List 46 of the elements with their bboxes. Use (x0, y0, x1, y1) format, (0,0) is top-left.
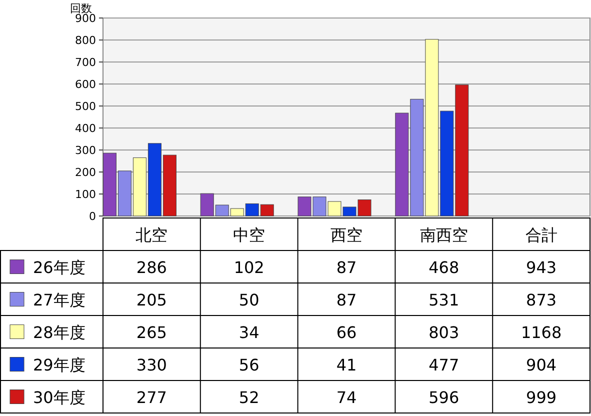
y-tick-label: 100 (75, 188, 96, 201)
y-tick-label: 700 (75, 56, 96, 69)
legend-label: 28年度 (33, 322, 86, 342)
y-tick-label: 300 (75, 144, 96, 157)
x-tick-label: 合計 (525, 225, 558, 244)
y-tick-label: 900 (75, 12, 96, 25)
data-label: 41 (336, 355, 357, 374)
text: 1168 (520, 322, 562, 342)
data-label: 102 (234, 258, 264, 277)
data-label: 205 (136, 290, 167, 310)
text: 943 (526, 258, 557, 277)
x-tick-label: 南西空 (420, 225, 468, 244)
y-tick-label: 200 (75, 166, 96, 179)
data-label: 477 (428, 355, 460, 374)
data-label: 50 (238, 290, 260, 310)
x-tick-label: 西空 (330, 225, 362, 244)
y-tick-label: 600 (75, 78, 96, 91)
text: 904 (526, 355, 557, 374)
y-tick-label: 400 (75, 122, 96, 135)
data-label: 803 (428, 322, 460, 342)
y-tick-label: 500 (75, 100, 96, 113)
data-label: 34 (238, 322, 260, 342)
legend-label: 30年度 (33, 388, 86, 407)
data-label: 52 (238, 388, 260, 407)
data-label: 330 (136, 355, 167, 374)
data-label: 66 (336, 322, 357, 342)
data-label: 286 (136, 258, 167, 277)
data-label: 265 (136, 322, 167, 342)
legend-label: 26年度 (33, 258, 86, 277)
legend-label: 29年度 (33, 355, 86, 374)
data-label: 87 (336, 258, 357, 277)
data-label: 56 (238, 355, 260, 374)
data-label: 87 (336, 290, 357, 310)
data-label: 277 (136, 388, 167, 407)
data-label: 531 (428, 290, 460, 310)
data-label: 74 (336, 388, 357, 407)
x-tick-label: 北空 (136, 225, 168, 244)
data-label: 596 (428, 388, 460, 407)
text: 873 (526, 290, 557, 310)
y-tick-label: 800 (75, 34, 96, 47)
x-tick-label: 中空 (233, 225, 266, 244)
data-label: 468 (428, 258, 460, 277)
text: 999 (526, 388, 557, 407)
y-tick-label: 0 (89, 210, 96, 223)
legend-label: 27年度 (33, 290, 86, 310)
y-axis-title: 回数 (70, 2, 92, 15)
